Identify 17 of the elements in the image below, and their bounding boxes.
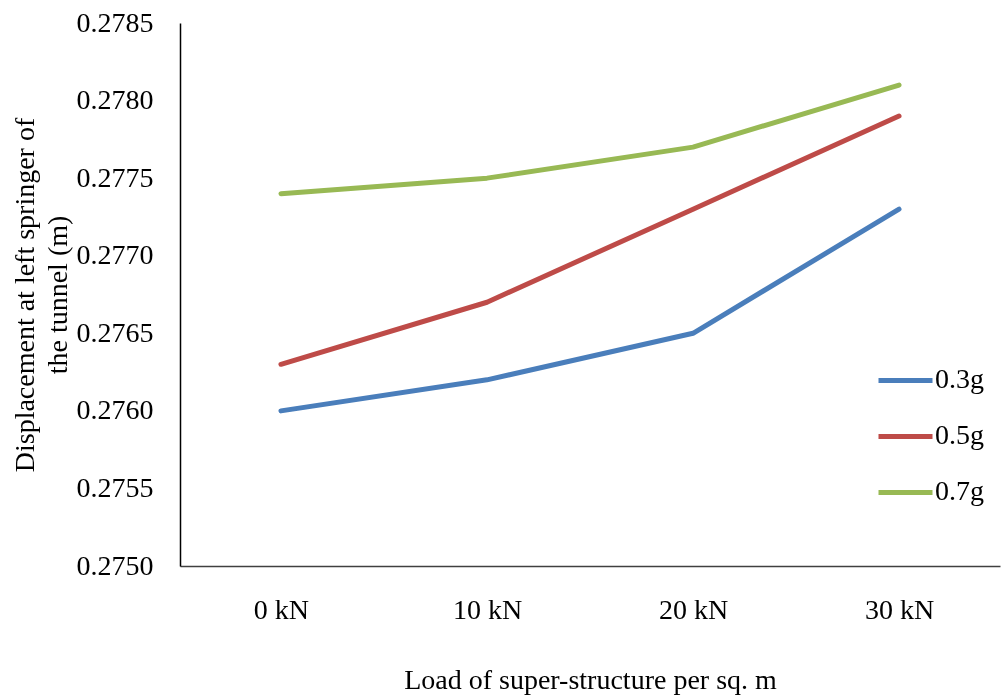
x-tick-label: 10 kN bbox=[452, 593, 523, 625]
x-tick-label: 30 kN bbox=[864, 593, 935, 625]
x-tick-label: 0 kN bbox=[253, 593, 310, 625]
legend-label: 0.3g bbox=[935, 363, 984, 395]
y-tick-label: 0.2770 bbox=[76, 239, 154, 271]
legend-label: 0.7g bbox=[935, 475, 984, 507]
y-tick-label: 0.2760 bbox=[76, 394, 154, 426]
y-tick-label: 0.2755 bbox=[76, 471, 154, 503]
y-tick-label: 0.2785 bbox=[76, 6, 154, 38]
y-axis-title: Displacement at left springer of the tunnel (m) bbox=[8, 117, 73, 473]
y-tick-label: 0.2780 bbox=[76, 84, 154, 116]
x-tick-label: 20 kN bbox=[658, 593, 729, 625]
y-tick-label: 0.2750 bbox=[76, 549, 154, 581]
x-axis-title: Load of super-structure per sq. m bbox=[404, 663, 778, 695]
legend-label: 0.5g bbox=[935, 419, 984, 451]
y-tick-label: 0.2765 bbox=[76, 316, 154, 348]
y-tick-label: 0.2775 bbox=[76, 161, 154, 193]
